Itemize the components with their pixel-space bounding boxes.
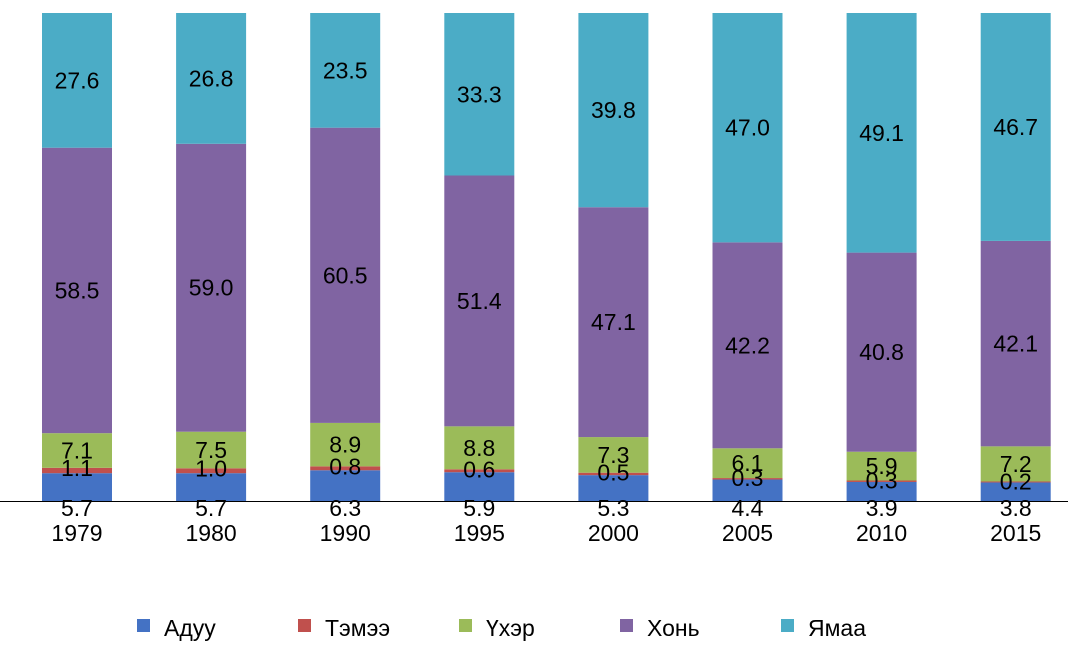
x-tick-label-2000: 2000 — [588, 520, 639, 546]
data-label-1979-series-4: 27.6 — [55, 67, 100, 93]
legend-label-series-3: Хонь — [647, 615, 700, 641]
data-label-1995-series-0: 5.9 — [463, 495, 495, 521]
data-label-1980-series-4: 26.8 — [189, 65, 234, 91]
legend-swatch-series-4 — [781, 619, 794, 632]
x-axis: 1979 1980 1990 1995 2000 2005 2010 2015 — [0, 502, 1068, 547]
data-label-1995-series-2: 8.8 — [463, 435, 495, 461]
x-tick-label-2005: 2005 — [722, 520, 773, 546]
legend-swatch-series-0 — [137, 619, 150, 632]
legend-label-series-0: Адуу — [164, 615, 216, 641]
data-label-2005-series-2: 6.1 — [732, 450, 764, 476]
data-label-2015-series-2: 7.2 — [1000, 451, 1032, 477]
data-label-1990-series-2: 8.9 — [329, 432, 361, 458]
x-tick-label-1980: 1980 — [186, 520, 237, 546]
data-label-1980-series-3: 59.0 — [189, 275, 234, 301]
data-label-1990-series-3: 60.5 — [323, 262, 368, 288]
data-label-2010-series-2: 5.9 — [866, 453, 898, 479]
legend-swatch-series-1 — [298, 619, 311, 632]
legend-swatch-series-2 — [459, 619, 472, 632]
data-label-2015-series-3: 42.1 — [993, 331, 1038, 357]
data-label-1995-series-4: 33.3 — [457, 81, 502, 107]
x-tick-label-1990: 1990 — [320, 520, 371, 546]
x-tick-label-1979: 1979 — [51, 520, 102, 546]
data-label-1990-series-0: 6.3 — [329, 495, 361, 521]
data-label-2010-series-4: 49.1 — [859, 120, 904, 146]
data-label-1979-series-3: 58.5 — [55, 277, 100, 303]
data-label-1979-series-2: 7.1 — [61, 437, 93, 463]
data-label-2000-series-2: 7.3 — [597, 442, 629, 468]
legend: Адуу Тэмээ Үхэр Хонь Ямаа — [137, 615, 866, 641]
data-label-1980-series-2: 7.5 — [195, 437, 227, 463]
data-label-1979-series-0: 5.7 — [61, 495, 93, 521]
x-tick-label-2015: 2015 — [990, 520, 1041, 546]
legend-label-series-2: Үхэр — [486, 615, 535, 641]
data-label-1980-series-0: 5.7 — [195, 495, 227, 521]
data-label-2015-series-0: 3.8 — [1000, 495, 1032, 521]
data-label-2005-series-0: 4.4 — [732, 495, 764, 521]
legend-swatch-series-3 — [620, 619, 633, 632]
data-label-2005-series-3: 42.2 — [725, 332, 770, 358]
data-label-1995-series-3: 51.4 — [457, 288, 502, 314]
data-label-2000-series-0: 5.3 — [597, 495, 629, 521]
data-label-2005-series-4: 47.0 — [725, 115, 770, 141]
x-tick-label-1995: 1995 — [454, 520, 505, 546]
data-label-2010-series-0: 3.9 — [866, 495, 898, 521]
data-label-2010-series-3: 40.8 — [859, 339, 904, 365]
data-label-2015-series-4: 46.7 — [993, 114, 1038, 140]
data-label-1990-series-4: 23.5 — [323, 57, 368, 83]
data-label-2000-series-3: 47.1 — [591, 309, 636, 335]
legend-label-series-4: Ямаа — [808, 615, 866, 641]
x-tick-label-2010: 2010 — [856, 520, 907, 546]
legend-label-series-1: Тэмээ — [325, 615, 390, 641]
data-label-2000-series-4: 39.8 — [591, 97, 636, 123]
